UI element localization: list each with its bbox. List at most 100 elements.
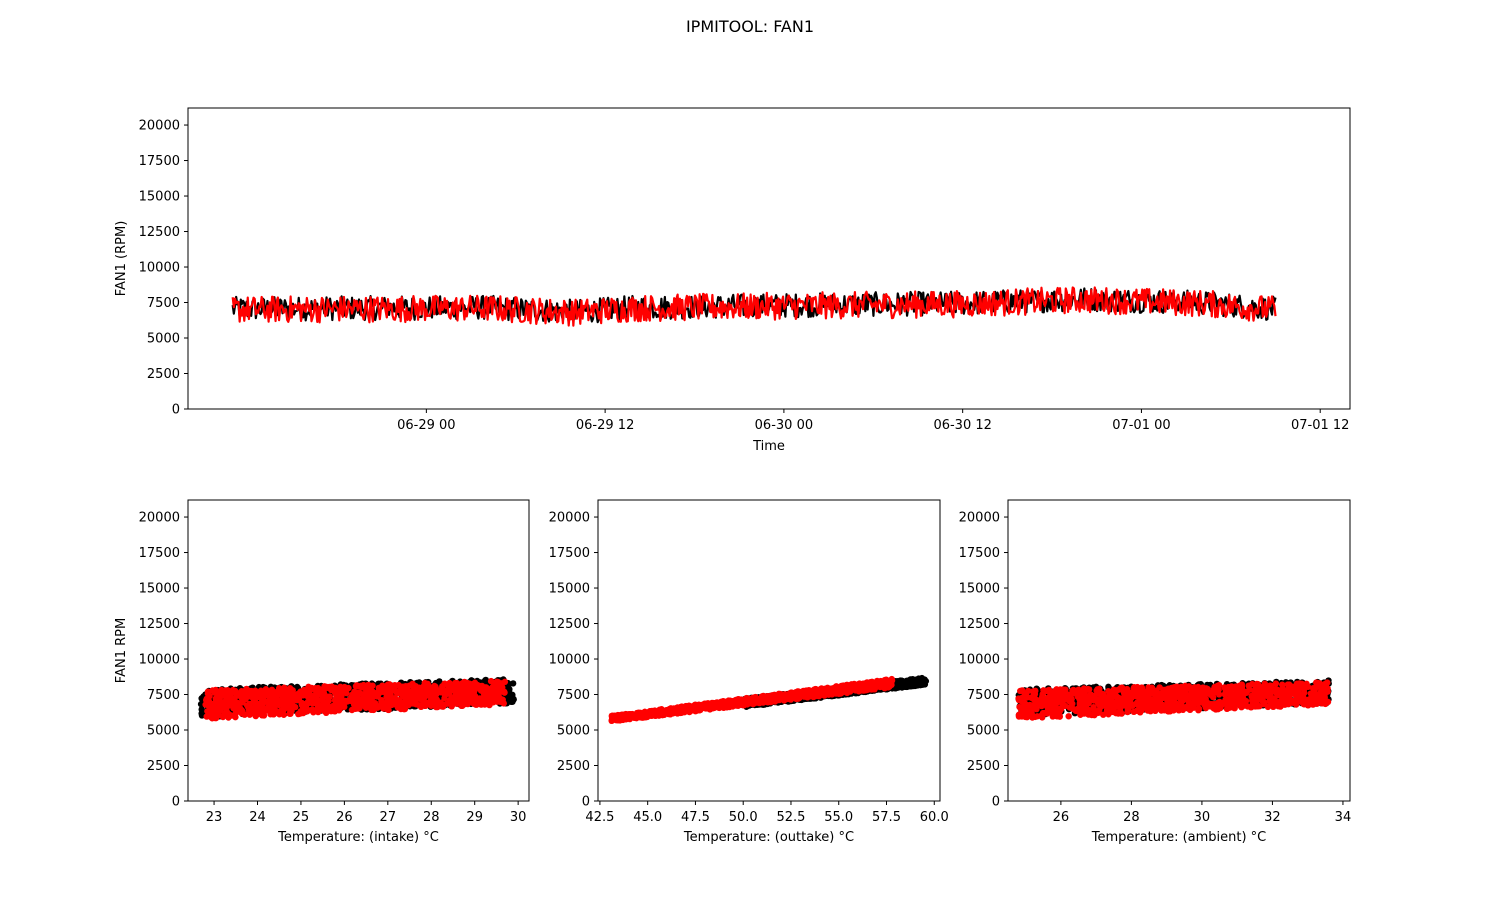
intake-point bbox=[385, 683, 392, 690]
intake-point bbox=[409, 680, 416, 687]
intake-point bbox=[326, 683, 333, 691]
intake-point bbox=[393, 688, 401, 696]
intake-point bbox=[379, 699, 386, 707]
intake-point bbox=[230, 705, 237, 712]
intake-ytick-label: 15000 bbox=[139, 582, 180, 597]
intake-point bbox=[411, 694, 418, 702]
intake-point bbox=[356, 689, 364, 697]
outtake-point bbox=[782, 695, 789, 702]
intake-point bbox=[269, 693, 277, 701]
outtake-xtick-label: 60.0 bbox=[920, 810, 949, 825]
intake-point bbox=[304, 707, 312, 714]
intake-point bbox=[288, 695, 295, 702]
intake-point bbox=[264, 692, 272, 699]
intake-point bbox=[394, 700, 402, 707]
intake-point bbox=[257, 687, 265, 694]
intake-point bbox=[345, 684, 352, 692]
intake-point bbox=[417, 690, 425, 698]
intake-point bbox=[494, 682, 502, 689]
intake-point bbox=[313, 697, 320, 705]
outtake-point bbox=[628, 712, 635, 720]
intake-ytick-label: 17500 bbox=[139, 546, 180, 561]
intake-point bbox=[225, 714, 232, 721]
timeseries-ytick-label: 2500 bbox=[147, 367, 180, 382]
intake-point bbox=[205, 697, 212, 704]
intake-point bbox=[441, 694, 448, 702]
outtake-point bbox=[881, 685, 888, 692]
outtake-xtick-label: 42.5 bbox=[585, 810, 614, 825]
intake-point bbox=[448, 703, 455, 710]
outtake-point bbox=[894, 678, 901, 686]
intake-point bbox=[297, 688, 304, 695]
intake-point bbox=[509, 694, 516, 702]
intake-point bbox=[425, 683, 432, 690]
intake-point bbox=[457, 687, 464, 694]
intake-point bbox=[319, 700, 327, 708]
outtake-point bbox=[613, 712, 621, 719]
intake-point bbox=[251, 703, 259, 710]
timeseries-ytick-label: 20000 bbox=[139, 119, 180, 134]
intake-point bbox=[244, 691, 252, 699]
intake-point bbox=[229, 688, 236, 696]
outtake-point bbox=[918, 678, 926, 686]
intake-point bbox=[337, 690, 344, 698]
timeseries-xlabel: Time bbox=[752, 439, 785, 454]
outtake-point bbox=[709, 702, 716, 710]
intake-point bbox=[436, 701, 443, 708]
outtake-point bbox=[777, 690, 784, 698]
outtake-point bbox=[840, 685, 848, 693]
intake-point bbox=[219, 713, 227, 721]
outtake-point bbox=[670, 707, 677, 714]
intake-point bbox=[509, 680, 517, 687]
outtake-point bbox=[810, 687, 817, 694]
outtake-xtick-label: 45.0 bbox=[633, 810, 662, 825]
intake-point bbox=[362, 704, 370, 711]
outtake-xtick-label: 47.5 bbox=[681, 810, 710, 825]
outtake-point bbox=[885, 679, 893, 686]
intake-xtick-label: 23 bbox=[206, 810, 223, 825]
outtake-point bbox=[906, 682, 914, 689]
intake-xtick-label: 27 bbox=[380, 810, 397, 825]
timeseries-ytick-label: 15000 bbox=[139, 190, 180, 205]
outtake-xtick-label: 55.0 bbox=[824, 810, 853, 825]
intake-point bbox=[480, 686, 487, 693]
intake-ytick-label: 10000 bbox=[139, 653, 180, 668]
intake-point bbox=[204, 688, 212, 695]
intake-xtick-label: 30 bbox=[510, 810, 527, 825]
timeseries-xticks: 06-29 00 06-29 12 06-30 00 06-30 12 07-01 00… bbox=[397, 409, 1349, 433]
intake-point bbox=[405, 701, 412, 709]
intake-point bbox=[371, 699, 379, 707]
outtake-point bbox=[621, 715, 628, 723]
intake-ytick-label: 7500 bbox=[147, 688, 180, 703]
intake-point bbox=[212, 714, 220, 722]
intake-point bbox=[295, 694, 303, 701]
intake-xticks: 23 24 25 26 27 28 29 30 bbox=[206, 801, 527, 825]
intake-point bbox=[320, 691, 327, 698]
timeseries-frame bbox=[187, 107, 1351, 410]
timeseries-ytick-label: 0 bbox=[172, 403, 180, 418]
intake-point bbox=[203, 713, 210, 720]
intake-point bbox=[249, 708, 256, 715]
outtake-xtick-label: 50.0 bbox=[729, 810, 758, 825]
intake-point bbox=[327, 708, 335, 715]
intake-point bbox=[249, 693, 257, 700]
intake-point bbox=[239, 695, 246, 703]
outtake-point bbox=[744, 698, 751, 705]
intake-point bbox=[275, 685, 283, 692]
intake-point bbox=[329, 703, 336, 710]
timeseries-xtick-label: 06-29 00 bbox=[397, 418, 455, 433]
intake-xtick-label: 26 bbox=[336, 810, 353, 825]
intake-point bbox=[385, 688, 392, 695]
intake-point bbox=[402, 688, 409, 696]
timeseries-xtick-label: 07-01 00 bbox=[1112, 418, 1170, 433]
figure-suptitle: IPMITOOL: FAN1 bbox=[686, 17, 814, 36]
outtake-point bbox=[830, 687, 838, 694]
timeseries-xtick-label: 06-30 12 bbox=[933, 418, 991, 433]
intake-xtick-label: 29 bbox=[466, 810, 483, 825]
timeseries-xtick-label: 06-30 00 bbox=[755, 418, 813, 433]
timeseries-ytick-label: 10000 bbox=[139, 261, 180, 276]
outtake-ytick-label: 5000 bbox=[557, 724, 590, 739]
